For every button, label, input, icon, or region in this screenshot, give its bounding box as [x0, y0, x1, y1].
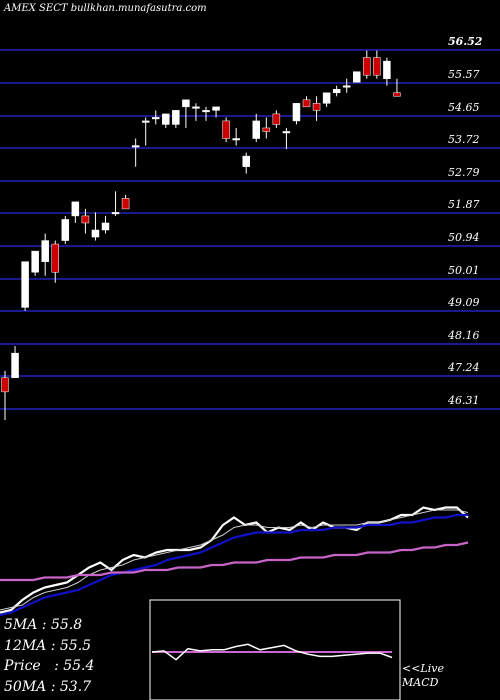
- candle-up: [342, 85, 351, 88]
- candle-down: [373, 57, 381, 76]
- macd-panel: [149, 599, 401, 700]
- chart-title: AMEX SECT bullkhan.munafasutra.com: [4, 3, 207, 14]
- candle-down: [393, 92, 401, 97]
- ma12-readout: 12MA : 55.5: [4, 637, 92, 654]
- candle-up: [101, 222, 110, 231]
- candlestick-series: [1, 50, 401, 420]
- tick-label: 47.24: [447, 361, 480, 374]
- price-axis: 56.52 55.57 54.65 53.72 52.79 51.87 50.94 50.01…: [447, 35, 483, 407]
- candle-down: [1, 377, 9, 393]
- moving-average-panel: [0, 506, 469, 617]
- stats-panel: 5MA : 55.8 12MA : 55.5 Price : 55.4 50MA…: [4, 615, 94, 697]
- candle-up: [242, 155, 250, 167]
- candle-up: [152, 117, 160, 120]
- macd-box: [149, 599, 401, 700]
- candle-down: [262, 127, 271, 132]
- candle-up: [71, 201, 80, 217]
- tick-label: 46.31: [447, 394, 480, 407]
- candle-down: [121, 198, 130, 210]
- candle-up: [383, 60, 391, 79]
- tick-label: 49.09: [447, 296, 480, 309]
- candle-up: [91, 229, 100, 238]
- price-grid: [0, 49, 500, 410]
- candle-up: [11, 352, 19, 379]
- indicator-line: [0, 513, 468, 617]
- candle-up: [111, 212, 120, 215]
- candle-up: [282, 131, 291, 134]
- tick-label: 50.01: [448, 264, 480, 277]
- candle-up: [332, 89, 341, 94]
- tick-label: 54.65: [448, 101, 480, 114]
- candle-up: [141, 120, 150, 123]
- candle-up: [182, 99, 190, 108]
- candle-up: [353, 71, 361, 83]
- tick-label: 50.94: [448, 231, 480, 244]
- candle-up: [162, 113, 170, 125]
- macd-line: [151, 643, 393, 661]
- live-label: <<Live: [402, 662, 444, 675]
- price-readout: Price : 55.4: [4, 658, 95, 674]
- candle-up: [232, 138, 240, 141]
- candle-up: [212, 106, 220, 111]
- candle-up: [31, 250, 39, 273]
- macd-title: MACD: [402, 676, 439, 689]
- tick-label: 56.52: [448, 35, 483, 48]
- candle-down: [272, 113, 281, 125]
- tick-label: 53.72: [448, 133, 480, 146]
- tick-label: 48.16: [447, 329, 480, 342]
- candle-down: [312, 103, 321, 111]
- candle-up: [322, 92, 331, 104]
- candle-down: [51, 243, 59, 273]
- ma50-readout: 50MA : 53.7: [4, 678, 92, 695]
- candle-down: [363, 57, 371, 76]
- candle-up: [172, 110, 180, 125]
- candle-up: [252, 120, 260, 139]
- indicator-line: [0, 509, 469, 611]
- indicator-line: [0, 541, 469, 582]
- ma5-readout: 5MA : 55.8: [4, 617, 83, 633]
- candle-up: [192, 106, 200, 109]
- candle-up: [292, 103, 301, 122]
- candle-up: [202, 110, 210, 113]
- candle-down: [222, 120, 230, 139]
- candle-up: [131, 145, 140, 148]
- candle-down: [81, 215, 90, 224]
- candle-up: [21, 261, 29, 308]
- candle-up: [41, 240, 49, 262]
- tick-label: 51.87: [448, 198, 480, 211]
- tick-label: 55.57: [448, 68, 480, 81]
- candle-down: [302, 99, 311, 108]
- macd-label: <<Live MACD: [402, 662, 444, 690]
- candle-up: [61, 219, 70, 241]
- tick-label: 52.79: [448, 166, 480, 179]
